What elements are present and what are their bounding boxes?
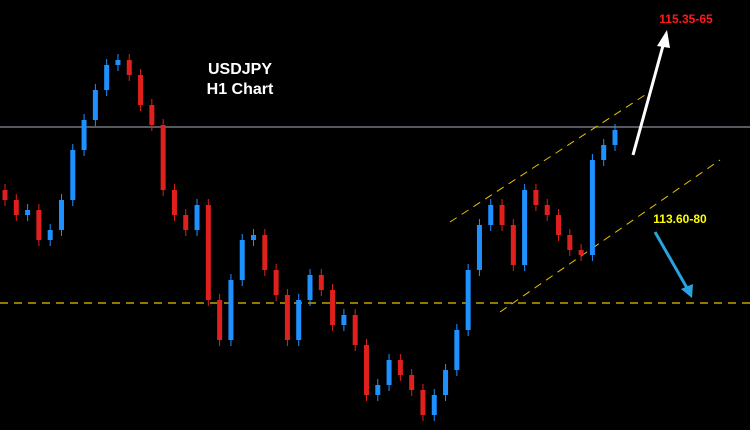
- candle-body: [205, 205, 211, 300]
- candle-body: [567, 235, 573, 250]
- candle-body: [251, 235, 257, 240]
- candle-body: [284, 295, 290, 340]
- candle-body: [138, 75, 144, 105]
- candle-body: [13, 200, 19, 215]
- candle-body: [126, 60, 132, 75]
- candle-body: [601, 145, 607, 160]
- candle-body: [352, 315, 358, 345]
- candle-body: [25, 210, 31, 215]
- candles: [2, 54, 618, 421]
- candle-body: [171, 190, 177, 215]
- candle-body: [510, 225, 516, 265]
- candle-body: [217, 300, 223, 340]
- candle-body: [307, 275, 313, 300]
- candle-body: [194, 205, 200, 230]
- candle-body: [47, 230, 53, 240]
- candle-body: [375, 385, 381, 395]
- candle-body: [589, 160, 595, 255]
- candle-body: [409, 375, 415, 390]
- candle-body: [363, 345, 369, 395]
- candle-body: [81, 120, 87, 150]
- channel-line: [449, 94, 646, 223]
- candle-body: [612, 130, 618, 145]
- candle-body: [104, 65, 110, 90]
- candle-body: [330, 290, 336, 325]
- candle-body: [228, 280, 234, 340]
- candle-body: [499, 205, 505, 225]
- candle-body: [36, 210, 42, 240]
- candle-body: [420, 390, 426, 415]
- candle-body: [115, 60, 121, 65]
- candle-body: [476, 225, 482, 270]
- candle-body: [160, 125, 166, 190]
- candle-body: [262, 235, 268, 270]
- candle-body: [454, 330, 460, 370]
- channel-line: [499, 159, 721, 313]
- candle-body: [149, 105, 155, 125]
- candle-body: [2, 190, 8, 200]
- annotation: 115.35-65: [659, 12, 713, 26]
- candle-body: [397, 360, 403, 375]
- arrow: [653, 231, 689, 289]
- candle-body: [544, 205, 550, 215]
- candle-body: [556, 215, 562, 235]
- candle-body: [578, 250, 584, 255]
- candle-body: [58, 200, 64, 230]
- candle-body: [431, 395, 437, 415]
- candle-body: [296, 300, 302, 340]
- arrow-head: [657, 30, 670, 48]
- candle-body: [465, 270, 471, 330]
- chart-title: USDJPY: [208, 61, 272, 78]
- candle-body: [239, 240, 245, 280]
- candle-body: [70, 150, 76, 200]
- candle-body: [341, 315, 347, 325]
- annotation: 113.60-80: [653, 212, 707, 226]
- candle-body: [318, 275, 324, 290]
- candle-body: [443, 370, 449, 395]
- candle-body: [533, 190, 539, 205]
- candle-body: [92, 90, 98, 120]
- arrow-head: [681, 284, 693, 298]
- levels: [0, 126, 750, 304]
- candle-body: [386, 360, 392, 385]
- candle-body: [522, 190, 528, 265]
- candle-body: [488, 205, 494, 225]
- candle-body: [183, 215, 189, 230]
- chart-subtitle: H1 Chart: [207, 81, 274, 98]
- candle-body: [273, 270, 279, 295]
- arrow: [631, 41, 666, 156]
